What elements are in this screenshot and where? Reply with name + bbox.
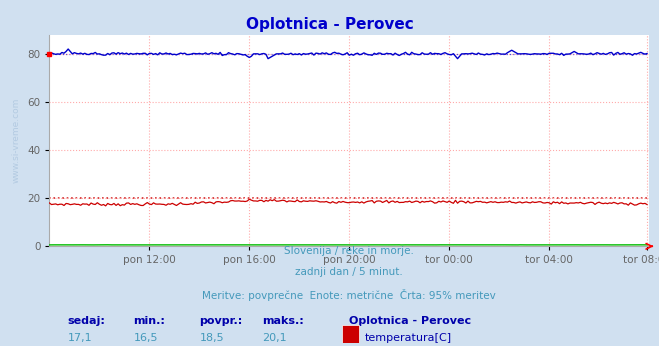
Bar (342, 325, 359, 343)
Text: sedaj:: sedaj: (67, 316, 105, 326)
Text: 18,5: 18,5 (200, 333, 224, 343)
Text: zadnji dan / 5 minut.: zadnji dan / 5 minut. (295, 267, 403, 277)
Text: 16,5: 16,5 (133, 333, 158, 343)
Text: www.si-vreme.com: www.si-vreme.com (12, 98, 21, 183)
Text: Meritve: povprečne  Enote: metrične  Črta: 95% meritev: Meritve: povprečne Enote: metrične Črta:… (202, 289, 496, 301)
Text: 17,1: 17,1 (67, 333, 92, 343)
Text: Oplotnica - Perovec: Oplotnica - Perovec (349, 316, 471, 326)
Text: povpr.:: povpr.: (200, 316, 243, 326)
Text: Slovenija / reke in morje.: Slovenija / reke in morje. (284, 246, 415, 256)
Text: temperatura[C]: temperatura[C] (364, 333, 451, 343)
Text: 20,1: 20,1 (262, 333, 287, 343)
Text: Oplotnica - Perovec: Oplotnica - Perovec (246, 17, 413, 32)
Text: maks.:: maks.: (262, 316, 304, 326)
Text: min.:: min.: (133, 316, 165, 326)
Bar (342, 345, 359, 346)
